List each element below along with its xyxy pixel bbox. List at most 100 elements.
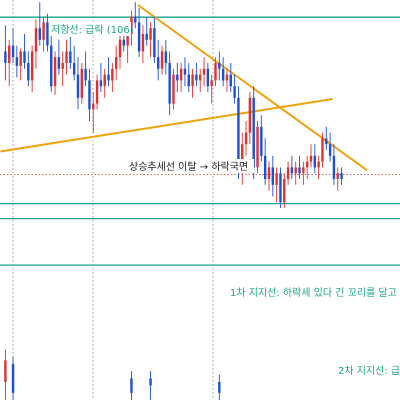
candle-body-59 — [229, 74, 232, 87]
lower-candle-body-3 — [149, 378, 152, 386]
candle-body-70 — [271, 167, 274, 185]
candle-body-77 — [298, 167, 301, 174]
candle-body-61 — [237, 97, 240, 162]
candle-body-6 — [27, 63, 30, 81]
support2-label-bg — [336, 363, 400, 377]
candle-body-78 — [302, 167, 305, 174]
candle-body-76 — [294, 167, 297, 174]
candle-body-58 — [225, 74, 229, 81]
candle-body-57 — [221, 68, 225, 81]
candle-body-18 — [72, 63, 76, 75]
candle-body-46 — [179, 68, 183, 81]
candle-body-84 — [325, 138, 328, 145]
candle-body-40 — [157, 57, 160, 69]
support2-label: 2차 지지선: 급 — [338, 365, 400, 377]
candle-body-25 — [99, 80, 103, 87]
candle-body-53 — [206, 68, 210, 87]
lower-candle-body-1 — [11, 364, 15, 393]
candle-body-63 — [244, 132, 248, 145]
lower-candle-body-0 — [4, 360, 7, 382]
candle-body-16 — [65, 51, 68, 63]
candle-body-27 — [107, 74, 110, 81]
candle-body-21 — [84, 68, 87, 81]
candle-body-44 — [172, 74, 175, 104]
candle-body-83 — [321, 138, 324, 162]
candle-body-8 — [34, 28, 38, 52]
candle-body-88 — [340, 173, 343, 179]
candle-body-11 — [46, 22, 49, 46]
trendlines — [0, 4, 368, 172]
candle-body-23 — [92, 103, 95, 110]
candle-body-43 — [168, 63, 171, 104]
candle-body-72 — [279, 173, 282, 203]
uptrend-break-label-bg — [127, 159, 254, 173]
candle-body-28 — [111, 68, 114, 81]
candle-body-9 — [38, 28, 41, 40]
candle-body-80 — [309, 155, 313, 162]
candle-body-50 — [195, 74, 198, 81]
annotations: 저항선: 급락 (106) 상승추세선 이탈 → 하락국면 1차 지지선: 하락… — [49, 22, 400, 377]
lower-candle-body-2 — [130, 378, 133, 393]
candle-body-74 — [286, 167, 290, 179]
vertical-gridlines — [12, 0, 214, 400]
candles — [4, 2, 343, 208]
candle-body-22 — [88, 80, 91, 110]
lower-candles — [4, 349, 221, 400]
candle-body-85 — [328, 144, 332, 156]
candle-body-71 — [275, 173, 278, 185]
candle-body-10 — [42, 22, 45, 40]
candle-body-64 — [248, 97, 252, 133]
candle-body-47 — [183, 68, 187, 75]
candle-body-56 — [218, 63, 221, 69]
candle-body-35 — [137, 22, 141, 52]
candle-body-24 — [95, 80, 99, 104]
candle-body-31 — [122, 39, 126, 46]
candle-body-48 — [187, 74, 190, 87]
candle-body-12 — [50, 45, 53, 87]
candle-body-66 — [256, 126, 259, 168]
candle-body-13 — [53, 57, 57, 87]
candle-body-73 — [283, 179, 286, 203]
candle-body-26 — [103, 74, 106, 87]
candle-body-60 — [233, 86, 236, 98]
lower-candle-body-4 — [218, 382, 221, 393]
candle-body-7 — [30, 51, 34, 81]
candle-body-14 — [57, 57, 61, 69]
candle-body-19 — [76, 74, 80, 98]
candle-body-15 — [61, 63, 64, 69]
candle-body-17 — [69, 51, 72, 63]
uptrend-break-label: 상승추세선 이탈 → 하락국면 — [129, 160, 248, 173]
candle-body-29 — [114, 57, 118, 69]
candle-body-52 — [202, 68, 206, 75]
candle-body-81 — [313, 155, 317, 168]
candle-body-75 — [290, 167, 294, 174]
candle-body-79 — [305, 161, 309, 168]
candle-body-51 — [199, 74, 202, 81]
candle-body-41 — [160, 51, 164, 69]
candle-body-86 — [332, 155, 336, 179]
support1-label-bg — [228, 285, 400, 299]
support1-label: 1차 지지선: 하락세 있다 긴 꼬리를 달고 — [230, 286, 397, 299]
candle-body-68 — [263, 155, 267, 179]
candle-body-67 — [260, 126, 263, 156]
resistance-label-bg — [49, 22, 131, 36]
candle-body-82 — [317, 161, 320, 168]
candle-body-5 — [23, 51, 26, 63]
candle-body-1 — [8, 45, 11, 63]
candle-body-36 — [141, 34, 145, 52]
candle-body-69 — [267, 167, 271, 179]
candle-body-38 — [149, 28, 152, 40]
downtrend-line — [137, 4, 368, 172]
candle-body-55 — [214, 63, 217, 81]
candle-body-3 — [15, 57, 19, 66]
candle-body-32 — [126, 34, 129, 46]
candle-body-0 — [4, 51, 7, 63]
candle-body-54 — [210, 80, 213, 87]
resistance-label: 저항선: 급락 (106) — [51, 24, 134, 36]
candle-body-45 — [176, 74, 179, 81]
candle-body-2 — [11, 45, 15, 58]
candle-body-30 — [118, 39, 122, 58]
candle-body-39 — [153, 28, 156, 58]
